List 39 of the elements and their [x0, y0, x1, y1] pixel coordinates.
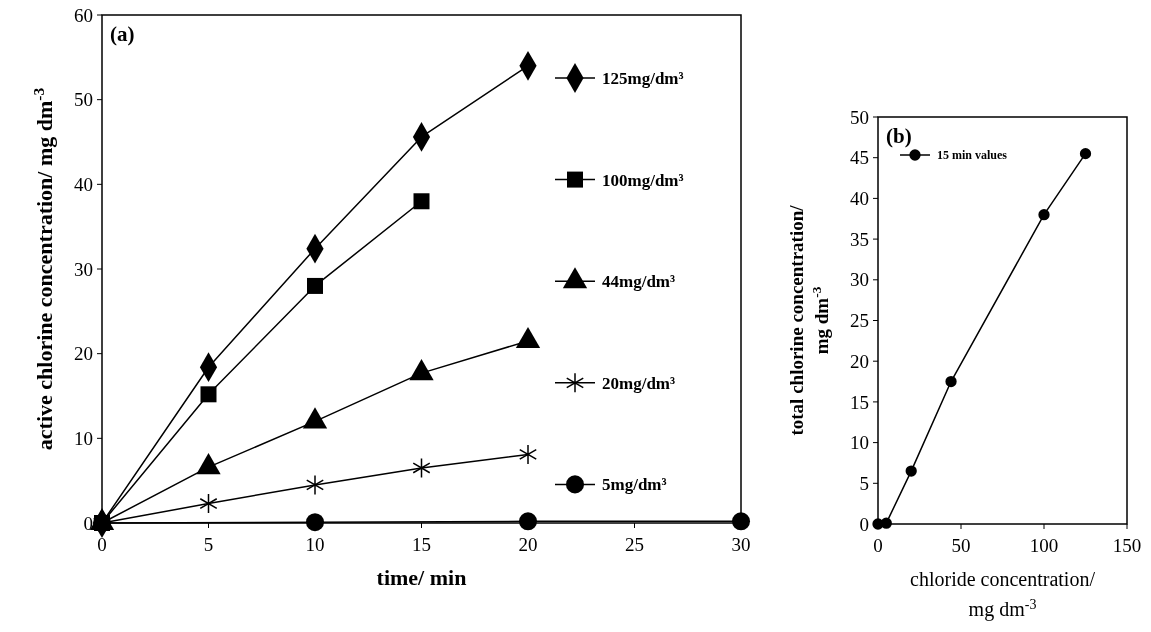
x-tick-label: 150: [1112, 535, 1142, 556]
legend-label: 20mg/dm³: [602, 373, 676, 393]
legend-label: 125mg/dm³: [602, 68, 684, 88]
y-tick-label: 30: [74, 258, 93, 280]
y-tick-label: 60: [74, 4, 93, 26]
y-tick-label: 35: [850, 228, 869, 250]
legend-label: 5mg/dm³: [602, 475, 667, 495]
x-tick-label: 0: [873, 535, 883, 556]
x-tick-label: 15: [412, 534, 431, 555]
y-tick-label: 0: [83, 512, 93, 534]
y-tick-label: 40: [74, 173, 93, 195]
x-tick-label: 30: [731, 534, 751, 555]
y-tick-label: 40: [850, 188, 869, 210]
y-tick-label: 50: [850, 106, 869, 128]
x-tick-label: 5: [203, 534, 214, 555]
legend-label: 100mg/dm³: [602, 170, 684, 190]
y-tick-label: 30: [850, 269, 869, 291]
x-tick-label: 10: [305, 534, 325, 555]
y-tick-label: 20: [850, 350, 869, 372]
y-tick-label: 25: [850, 310, 869, 332]
y-tick-label: 50: [74, 89, 93, 111]
y-tick-label: 15: [850, 391, 869, 413]
x-tick-label: 50: [951, 535, 971, 556]
x-tick-label: 100: [1029, 535, 1059, 556]
y-tick-label: 5: [859, 472, 869, 494]
y-tick-label: 10: [850, 432, 869, 454]
legend-label: 44mg/dm³: [602, 272, 676, 292]
x-axis-title: chloride concentration/ mg dm$^{-3}$: [910, 568, 1096, 621]
x-tick-label: 0: [97, 534, 107, 555]
annotation: (b): [886, 124, 912, 148]
annotation: (a): [110, 22, 135, 46]
x-tick-label: 20: [518, 534, 538, 555]
x-tick-label: 25: [625, 534, 644, 555]
y-tick-label: 45: [850, 147, 869, 169]
y-tick-label: 0: [859, 513, 869, 535]
y-tick-label: 20: [74, 343, 93, 365]
x-axis-title: time/ min: [376, 565, 467, 590]
legend-label: 15 min values: [937, 148, 1008, 163]
y-tick-label: 10: [74, 427, 93, 449]
